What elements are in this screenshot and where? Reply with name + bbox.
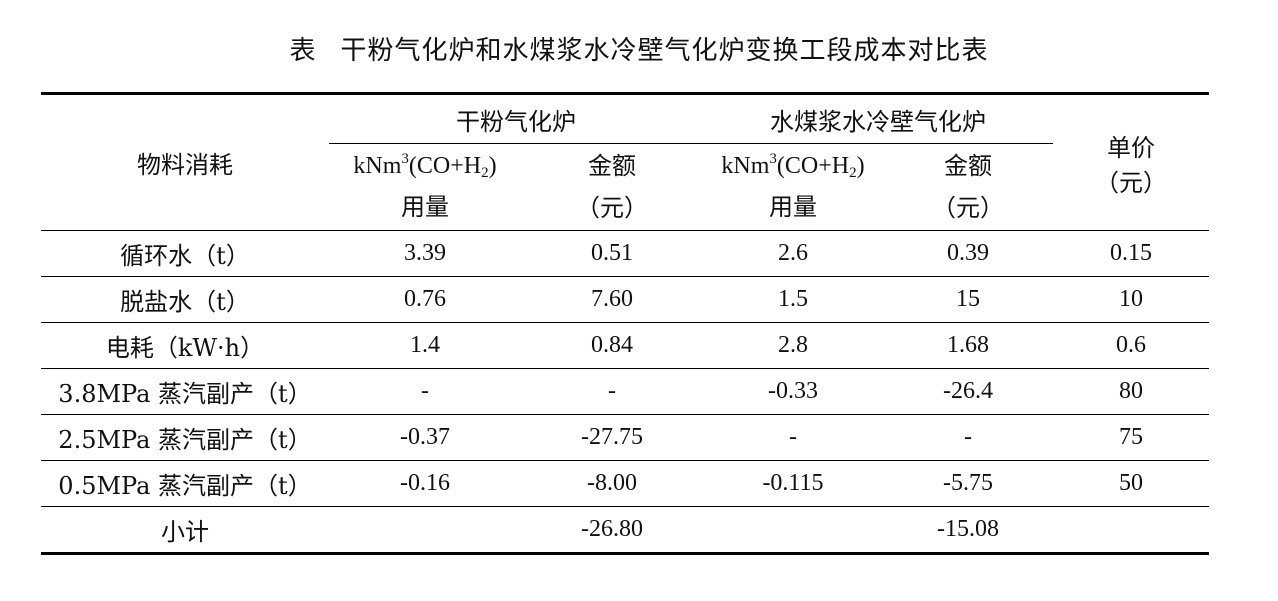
cell-dry-amount: 7.60 <box>521 276 703 323</box>
subtotal-slurry-amount: -15.08 <box>883 506 1053 554</box>
cell-unit-price-empty <box>1053 506 1209 554</box>
header-dry-usage-line2: 用量 <box>401 195 449 221</box>
header-slurry-usage-line2: 用量 <box>769 195 817 221</box>
cell-slurry-usage: -0.115 <box>703 460 883 507</box>
cell-dry-amount: -27.75 <box>521 414 703 461</box>
table-row: 脱盐水（t） 0.76 7.60 1.5 15 10 <box>41 276 1209 323</box>
subtotal-dry-amount: -26.80 <box>521 506 703 554</box>
table-row: 电耗（kW·h） 1.4 0.84 2.8 1.68 0.6 <box>41 322 1209 369</box>
header-group-dry-powder: 干粉气化炉 <box>329 93 703 144</box>
row-label: 电耗（kW·h） <box>41 322 329 369</box>
cell-dry-amount: -8.00 <box>521 460 703 507</box>
header-slurry-usage: kNm3(CO+H2) 用量 <box>703 143 883 231</box>
header-material: 物料消耗 <box>41 93 329 231</box>
cell-dry-usage: 1.4 <box>329 322 521 369</box>
cell-slurry-amount: 15 <box>883 276 1053 323</box>
cell-slurry-amount: - <box>883 414 1053 461</box>
header-row-top: 物料消耗 干粉气化炉 水煤浆水冷壁气化炉 单价 （元） <box>41 93 1209 231</box>
cell-slurry-amount: -26.4 <box>883 368 1053 415</box>
cell-dry-usage: 0.76 <box>329 276 521 323</box>
cell-slurry-usage: 2.6 <box>703 230 883 277</box>
table-row: 0.5MPa 蒸汽副产（t） -0.16 -8.00 -0.115 -5.75 … <box>41 460 1209 507</box>
row-label: 2.5MPa 蒸汽副产（t） <box>41 414 329 461</box>
cell-dry-amount: 0.51 <box>521 230 703 277</box>
subtotal-label: 小计 <box>41 506 329 554</box>
cell-slurry-usage: -0.33 <box>703 368 883 415</box>
subtotal-row: 小计 -26.80 -15.08 <box>41 506 1209 554</box>
cost-comparison-table: 物料消耗 干粉气化炉 水煤浆水冷壁气化炉 单价 （元） kNm3(CO+H2) … <box>41 92 1209 555</box>
title-prefix: 表 <box>289 36 317 66</box>
header-dry-usage: kNm3(CO+H2) 用量 <box>329 143 521 231</box>
row-label: 脱盐水（t） <box>41 276 329 323</box>
table-row: 2.5MPa 蒸汽副产（t） -0.37 -27.75 - - 75 <box>41 414 1209 461</box>
cell-dry-usage: -0.16 <box>329 460 521 507</box>
cell-unit-price: 50 <box>1053 460 1209 507</box>
cell-unit-price: 10 <box>1053 276 1209 323</box>
cell-dry-amount: - <box>521 368 703 415</box>
cell-dry-usage: 3.39 <box>329 230 521 277</box>
header-group-coal-slurry: 水煤浆水冷壁气化炉 <box>703 93 1053 144</box>
cell-slurry-usage-empty <box>703 506 883 554</box>
cell-dry-amount: 0.84 <box>521 322 703 369</box>
cell-dry-usage: -0.37 <box>329 414 521 461</box>
header-unit-price: 单价 （元） <box>1053 93 1209 231</box>
title-text: 干粉气化炉和水煤浆水冷壁气化炉变换工段成本对比表 <box>340 36 989 66</box>
row-label: 3.8MPa 蒸汽副产（t） <box>41 368 329 415</box>
cell-slurry-amount: 1.68 <box>883 322 1053 369</box>
cell-unit-price: 0.15 <box>1053 230 1209 277</box>
header-dry-amount: 金额 （元） <box>521 143 703 231</box>
table-row: 3.8MPa 蒸汽副产（t） - - -0.33 -26.4 80 <box>41 368 1209 415</box>
cell-dry-usage: - <box>329 368 521 415</box>
header-unit-price-line2: （元） <box>1095 168 1167 197</box>
cell-unit-price: 75 <box>1053 414 1209 461</box>
cell-slurry-usage: 1.5 <box>703 276 883 323</box>
page-title: 表干粉气化炉和水煤浆水冷壁气化炉变换工段成本对比表 <box>0 30 1278 67</box>
header-unit-price-line1: 单价 <box>1107 133 1155 162</box>
cell-slurry-amount: -5.75 <box>883 460 1053 507</box>
header-row-sub: kNm3(CO+H2) 用量 金额 （元） kNm3(CO+H2) 用量 金额 … <box>41 143 1209 231</box>
row-label: 循环水（t） <box>41 230 329 277</box>
row-label: 0.5MPa 蒸汽副产（t） <box>41 460 329 507</box>
cell-slurry-usage: 2.8 <box>703 322 883 369</box>
cell-unit-price: 0.6 <box>1053 322 1209 369</box>
cell-slurry-usage: - <box>703 414 883 461</box>
header-slurry-amount: 金额 （元） <box>883 143 1053 231</box>
cell-unit-price: 80 <box>1053 368 1209 415</box>
cell-dry-usage-empty <box>329 506 521 554</box>
table-row: 循环水（t） 3.39 0.51 2.6 0.39 0.15 <box>41 230 1209 277</box>
cell-slurry-amount: 0.39 <box>883 230 1053 277</box>
